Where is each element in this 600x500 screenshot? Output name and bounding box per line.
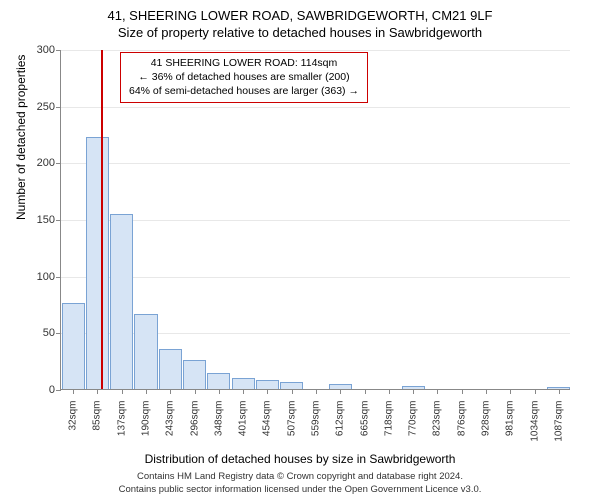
xtick-label: 876sqm	[456, 401, 467, 437]
xtick-label: 1087sqm	[553, 401, 564, 442]
xtick-mark	[413, 389, 414, 394]
xtick-mark	[462, 389, 463, 394]
xtick-label: 85sqm	[92, 401, 103, 431]
ytick-label: 150	[37, 214, 55, 226]
gridline	[61, 277, 570, 278]
ytick-label: 100	[37, 271, 55, 283]
x-axis-label: Distribution of detached houses by size …	[0, 452, 600, 466]
xtick-label: 718sqm	[383, 401, 394, 437]
xtick-mark	[243, 389, 244, 394]
xtick-mark	[73, 389, 74, 394]
xtick-label: 137sqm	[116, 401, 127, 437]
histogram-bar	[183, 360, 206, 389]
xtick-mark	[97, 389, 98, 394]
xtick-label: 32sqm	[68, 401, 79, 431]
xtick-mark	[510, 389, 511, 394]
xtick-label: 612sqm	[335, 401, 346, 437]
ytick-mark	[56, 220, 61, 221]
ytick-mark	[56, 333, 61, 334]
xtick-mark	[559, 389, 560, 394]
ytick-mark	[56, 390, 61, 391]
xtick-label: 981sqm	[505, 401, 516, 437]
chart-title-main: 41, SHEERING LOWER ROAD, SAWBRIDGEWORTH,…	[0, 0, 600, 23]
gridline	[61, 163, 570, 164]
xtick-label: 401sqm	[238, 401, 249, 437]
ytick-label: 300	[37, 44, 55, 56]
xtick-mark	[195, 389, 196, 394]
xtick-label: 296sqm	[189, 401, 200, 437]
footer-line2: Contains public sector information licen…	[0, 484, 600, 496]
xtick-mark	[267, 389, 268, 394]
xtick-label: 348sqm	[213, 401, 224, 437]
xtick-mark	[219, 389, 220, 394]
gridline	[61, 107, 570, 108]
gridline	[61, 50, 570, 51]
histogram-bar	[159, 349, 182, 389]
histogram-bar	[280, 382, 303, 389]
ytick-label: 250	[37, 101, 55, 113]
chart-area: 05010015020025030032sqm85sqm137sqm190sqm…	[60, 50, 570, 420]
histogram-bar	[110, 214, 133, 389]
xtick-mark	[389, 389, 390, 394]
xtick-label: 665sqm	[359, 401, 370, 437]
xtick-label: 507sqm	[286, 401, 297, 437]
gridline	[61, 220, 570, 221]
callout-line1: 41 SHEERING LOWER ROAD: 114sqm	[129, 56, 359, 70]
xtick-mark	[316, 389, 317, 394]
histogram-bar	[232, 378, 255, 389]
xtick-mark	[486, 389, 487, 394]
xtick-mark	[170, 389, 171, 394]
callout-box: 41 SHEERING LOWER ROAD: 114sqm ← 36% of …	[120, 52, 368, 103]
ytick-mark	[56, 277, 61, 278]
xtick-mark	[122, 389, 123, 394]
footer-line1: Contains HM Land Registry data © Crown c…	[0, 471, 600, 483]
xtick-mark	[292, 389, 293, 394]
histogram-bar	[256, 380, 279, 389]
xtick-label: 190sqm	[141, 401, 152, 437]
xtick-mark	[365, 389, 366, 394]
histogram-bar	[134, 314, 157, 389]
callout-line2: ← 36% of detached houses are smaller (20…	[129, 70, 359, 84]
xtick-label: 243sqm	[165, 401, 176, 437]
ytick-mark	[56, 50, 61, 51]
xtick-label: 928sqm	[481, 401, 492, 437]
xtick-label: 770sqm	[408, 401, 419, 437]
y-axis-label: Number of detached properties	[14, 55, 28, 220]
xtick-label: 1034sqm	[529, 401, 540, 442]
xtick-mark	[340, 389, 341, 394]
ytick-label: 0	[49, 384, 55, 396]
reference-line	[101, 50, 103, 389]
ytick-mark	[56, 107, 61, 108]
footer-attribution: Contains HM Land Registry data © Crown c…	[0, 471, 600, 496]
xtick-mark	[437, 389, 438, 394]
histogram-bar	[62, 303, 85, 389]
xtick-label: 559sqm	[311, 401, 322, 437]
xtick-mark	[146, 389, 147, 394]
ytick-label: 50	[43, 327, 55, 339]
chart-title-sub: Size of property relative to detached ho…	[0, 23, 600, 40]
ytick-label: 200	[37, 157, 55, 169]
xtick-label: 823sqm	[432, 401, 443, 437]
histogram-bar	[86, 137, 109, 389]
xtick-mark	[535, 389, 536, 394]
xtick-label: 454sqm	[262, 401, 273, 437]
callout-line3: 64% of semi-detached houses are larger (…	[129, 84, 359, 98]
histogram-bar	[207, 373, 230, 389]
ytick-mark	[56, 163, 61, 164]
